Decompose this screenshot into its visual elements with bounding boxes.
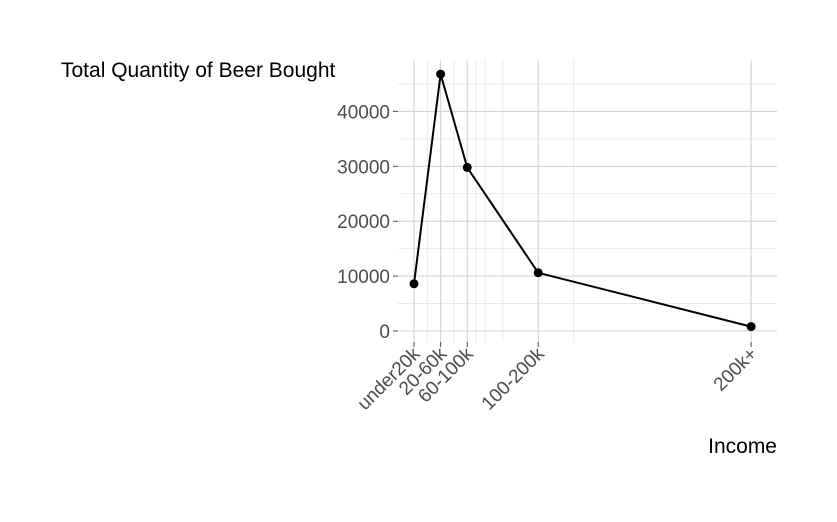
y-tick-label: 0 xyxy=(379,322,390,343)
y-tick-label: 10000 xyxy=(337,267,390,288)
x-tick-label: 200k+ xyxy=(710,344,762,396)
y-axis-title: Total Quantity of Beer Bought xyxy=(61,59,335,82)
x-tick-label: 100-200k xyxy=(478,343,549,414)
y-tick-label: 30000 xyxy=(337,157,390,178)
data-point xyxy=(462,162,472,172)
series-layer xyxy=(409,69,756,332)
data-point xyxy=(533,268,543,278)
data-point xyxy=(746,322,756,332)
grid-layer xyxy=(398,60,777,342)
data-point xyxy=(436,69,446,79)
series-line xyxy=(413,73,752,328)
y-tick-label: 20000 xyxy=(337,212,390,233)
axis-ticks xyxy=(393,110,752,347)
tick-labels: 010000200003000040000under20k20-60k60-10… xyxy=(337,102,762,414)
x-axis-title: Income xyxy=(708,435,777,458)
data-point xyxy=(409,279,419,289)
y-tick-label: 40000 xyxy=(337,102,390,123)
